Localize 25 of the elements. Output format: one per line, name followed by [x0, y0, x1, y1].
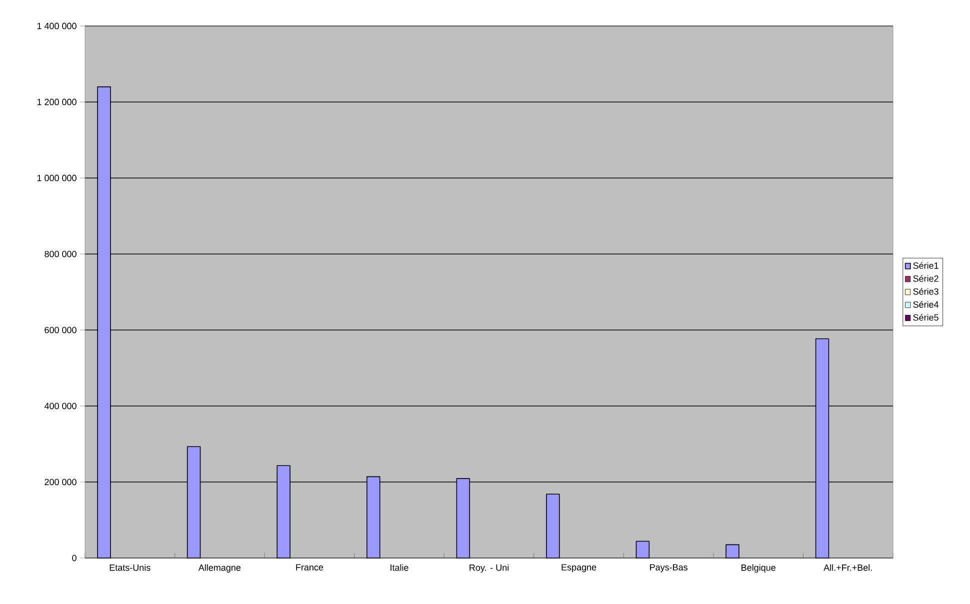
y-tick-label: 800 000 — [44, 250, 76, 258]
legend-label: Série4 — [913, 300, 939, 308]
legend-label: Série2 — [913, 275, 938, 282]
x-tick-label: Italie — [390, 564, 408, 571]
x-tick-label: Espagne — [562, 564, 596, 572]
bar — [726, 544, 740, 558]
bar — [636, 540, 650, 558]
x-tick-label: Belgique — [742, 564, 776, 573]
x-tick-label: France — [296, 564, 324, 570]
x-tick-label: Pays-Bas — [650, 564, 688, 572]
legend-label: Série1 — [913, 262, 938, 269]
y-tick-label: 0 — [72, 554, 76, 562]
x-tick-label: Roy. - Uni — [470, 564, 508, 573]
y-tick-label: 200 000 — [44, 478, 76, 486]
legend-label: Série3 — [913, 288, 938, 295]
legend-label: Série5 — [913, 314, 938, 321]
y-tick-label: 600 000 — [44, 326, 76, 334]
y-tick-label: 1 000 000 — [37, 174, 76, 182]
x-tick-label: Etats-Unis — [110, 564, 150, 571]
y-tick-label: 1 400 000 — [37, 22, 76, 30]
y-tick-label: 1 200 000 — [37, 98, 76, 106]
y-tick-label: 400 000 — [44, 402, 76, 410]
x-tick-label: Allemagne — [198, 564, 241, 573]
bar — [546, 494, 560, 558]
x-tick-label: All.+Fr.+Bel. — [824, 564, 872, 571]
